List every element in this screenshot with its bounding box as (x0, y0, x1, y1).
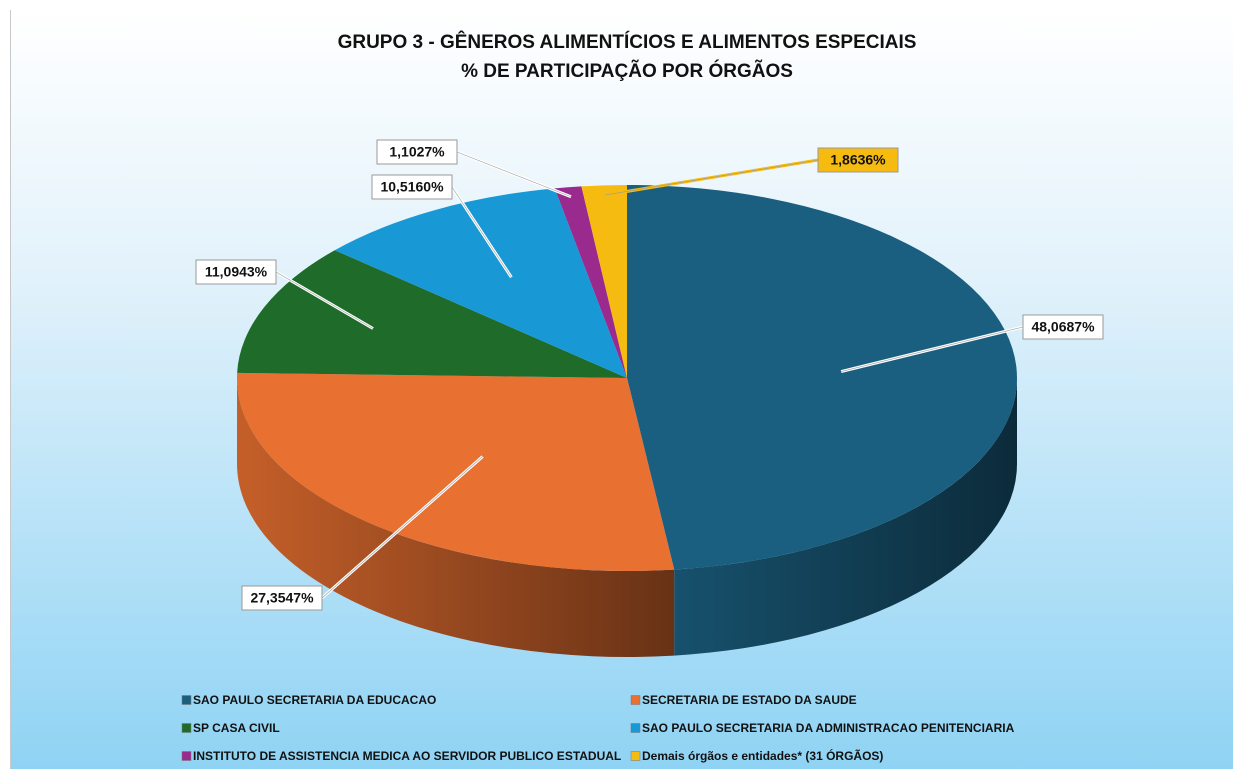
leader-line-edge (275, 271, 374, 329)
value-labels: 48,0687% 27,3547% 11,0943% 10,5160% 1,1027% 1… (195, 139, 1104, 611)
slice-side (674, 378, 1017, 656)
slice (581, 185, 627, 378)
chart-subtitle: % DE PARTICIPAÇÃO POR ÓRGÃOS (461, 60, 793, 82)
legend-swatch (181, 751, 192, 761)
leader-line-edge (321, 456, 483, 599)
label-box (376, 139, 458, 165)
label-box (241, 585, 323, 611)
legend-label: SAO PAULO SECRETARIA DA ADMINISTRACAO PE… (642, 721, 1015, 735)
legend-label: SP CASA CIVIL (193, 721, 280, 735)
slice (554, 186, 627, 378)
value-label: 1,8636% (830, 152, 886, 168)
leader-line-edge (841, 326, 1024, 372)
pie-sides (237, 378, 1017, 657)
label-box (817, 147, 899, 173)
leader-line-edge (451, 186, 512, 278)
legend-label: Demais órgãos e entidades* (31 ÓRGÃOS) (642, 748, 883, 763)
label-box (1022, 314, 1104, 340)
slice-side (237, 378, 675, 657)
legend-label: SAO PAULO SECRETARIA DA EDUCACAO (193, 693, 436, 707)
legend-label: SECRETARIA DE ESTADO DA SAUDE (642, 693, 857, 707)
legend-swatch (181, 723, 192, 733)
leader-line-edge (456, 151, 572, 198)
slice (627, 185, 1017, 570)
legend-swatch (181, 695, 192, 705)
slice (334, 188, 627, 378)
legend-swatch (630, 695, 641, 705)
pie-tops (236, 185, 1017, 571)
value-label: 48,0687% (1031, 319, 1095, 335)
slice (237, 250, 627, 378)
legend-swatch (630, 723, 641, 733)
slice (236, 372, 675, 571)
value-label: 1,1027% (389, 144, 445, 160)
chart-title: GRUPO 3 - GÊNEROS ALIMENTÍCIOS E ALIMENT… (338, 31, 917, 53)
legend-label: INSTITUTO DE ASSISTENCIA MEDICA AO SERVI… (193, 749, 621, 763)
legend-swatch (630, 751, 641, 761)
value-label: 27,3547% (250, 590, 314, 606)
leader-line-edge (605, 159, 819, 196)
value-label: 10,5160% (380, 179, 444, 195)
label-box (371, 174, 453, 200)
label-box (195, 259, 277, 285)
value-label: 11,0943% (205, 264, 268, 280)
legend: SAO PAULO SECRETARIA DA EDUCACAO SECRETAR… (181, 693, 1015, 763)
